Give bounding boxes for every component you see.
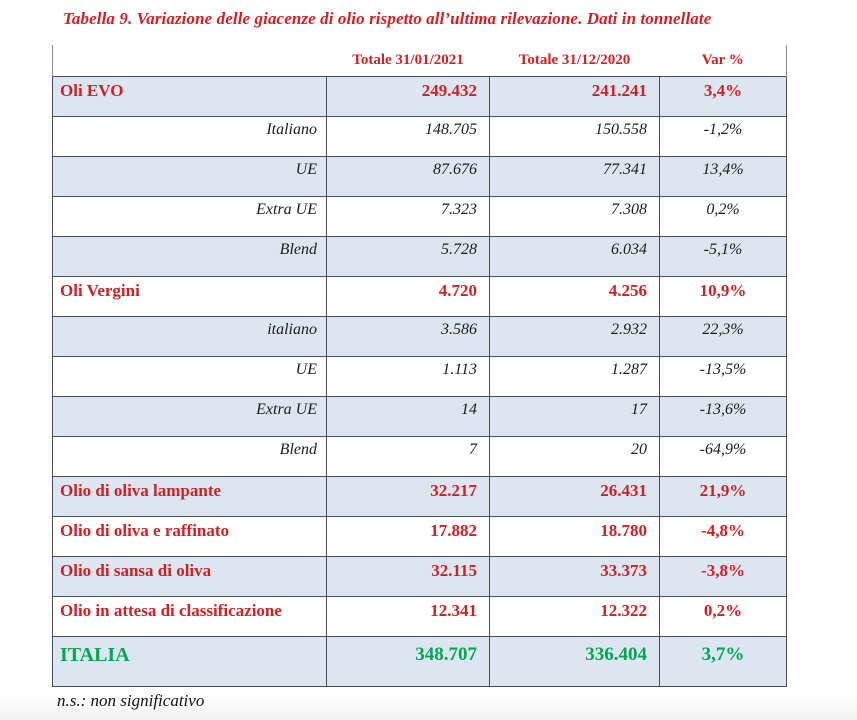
value-2020: 12.322: [489, 595, 660, 637]
footnote: n.s.: non significativo: [57, 691, 205, 710]
variation-percent: -5,1%: [659, 235, 787, 277]
table-row: ITALIA 348.707 336.404 3,7%: [52, 635, 787, 687]
row-label: Olio di oliva lampante: [52, 475, 327, 517]
row-label: Italiano: [52, 115, 327, 157]
value-2021: 17.882: [326, 515, 490, 557]
value-2020: 26.431: [489, 475, 660, 517]
table-header: Totale 31/01/2021 Totale 31/12/2020 Var …: [52, 45, 787, 76]
row-label: ITALIA: [52, 635, 327, 687]
row-label: Extra UE: [52, 195, 327, 237]
header-total-31-01-2021: Totale 31/01/2021: [352, 51, 464, 68]
value-2020: 7.308: [489, 195, 660, 237]
value-2021: 5.728: [326, 235, 490, 277]
table-row: Olio di sansa di oliva 32.115 33.373 -3,8%: [52, 555, 787, 597]
value-2020: 33.373: [489, 555, 660, 597]
variation-percent: -4,8%: [659, 515, 787, 557]
row-label: italiano: [52, 315, 327, 357]
variation-percent: -3,8%: [659, 555, 787, 597]
variation-percent: 22,3%: [659, 315, 787, 357]
row-label: Oli EVO: [52, 75, 327, 117]
variation-percent: -13,6%: [659, 395, 787, 437]
value-2020: 2.932: [489, 315, 660, 357]
row-label: UE: [52, 355, 327, 397]
table-title: Tabella 9. Variazione delle giacenze di …: [63, 9, 712, 28]
value-2020: 20: [489, 435, 660, 477]
header-total-31-12-2020: Totale 31/12/2020: [518, 51, 631, 68]
row-label: Olio di sansa di oliva: [52, 555, 327, 597]
table-row: Olio di oliva e raffinato 17.882 18.780 -4,…: [52, 515, 787, 557]
value-2021: 148.705: [326, 115, 490, 157]
value-2020: 150.558: [489, 115, 660, 157]
oil-stock-table: Totale 31/01/2021 Totale 31/12/2020 Var …: [52, 45, 787, 687]
value-2021: 32.217: [326, 475, 490, 517]
table-row: Olio di oliva lampante 32.217 26.431 21,9%: [52, 475, 787, 517]
table-row: Oli EVO 249.432 241.241 3,4%: [52, 75, 787, 117]
value-2021: 7: [326, 435, 490, 477]
table-row: UE 1.113 1.287 -13,5%: [52, 355, 787, 397]
value-2021: 14: [326, 395, 490, 437]
table-body: Oli EVO 249.432 241.241 3,4% Italiano 148.705…: [52, 75, 787, 687]
row-label: Olio di oliva e raffinato: [52, 515, 327, 557]
value-2021: 348.707: [326, 635, 490, 687]
value-2021: 32.115: [326, 555, 490, 597]
variation-percent: 0,2%: [659, 595, 787, 637]
variation-percent: 10,9%: [659, 275, 787, 317]
table-row: Blend 5.728 6.034 -5,1%: [52, 235, 787, 277]
value-2021: 87.676: [326, 155, 490, 197]
value-2020: 4.256: [489, 275, 660, 317]
variation-percent: -64,9%: [659, 435, 787, 477]
value-2021: 7.323: [326, 195, 490, 237]
value-2021: 12.341: [326, 595, 490, 637]
value-2020: 18.780: [489, 515, 660, 557]
table-row: UE 87.676 77.341 13,4%: [52, 155, 787, 197]
value-2020: 336.404: [489, 635, 660, 687]
table-row: Extra UE 7.323 7.308 0,2%: [52, 195, 787, 237]
row-label: Oli Vergini: [52, 275, 327, 317]
variation-percent: 3,7%: [659, 635, 787, 687]
variation-percent: 21,9%: [659, 475, 787, 517]
table-row: italiano 3.586 2.932 22,3%: [52, 315, 787, 357]
value-2020: 17: [489, 395, 660, 437]
table-row: Blend 7 20 -64,9%: [52, 435, 787, 477]
table-row: Italiano 148.705 150.558 -1,2%: [52, 115, 787, 157]
value-2021: 1.113: [326, 355, 490, 397]
variation-percent: 13,4%: [659, 155, 787, 197]
variation-percent: -13,5%: [659, 355, 787, 397]
value-2021: 3.586: [326, 315, 490, 357]
row-label: Olio in attesa di classificazione: [52, 595, 327, 637]
value-2020: 77.341: [489, 155, 660, 197]
value-2021: 249.432: [326, 75, 490, 117]
table-row: Extra UE 14 17 -13,6%: [52, 395, 787, 437]
value-2021: 4.720: [326, 275, 490, 317]
row-label: Extra UE: [52, 395, 327, 437]
value-2020: 1.287: [489, 355, 660, 397]
header-var-percent: Var %: [659, 45, 787, 76]
row-label: Blend: [52, 235, 327, 277]
row-label: UE: [52, 155, 327, 197]
value-2020: 241.241: [489, 75, 660, 117]
row-label: Blend: [52, 435, 327, 477]
variation-percent: -1,2%: [659, 115, 787, 157]
variation-percent: 3,4%: [659, 75, 787, 117]
header-empty: [52, 45, 327, 76]
table-row: Oli Vergini 4.720 4.256 10,9%: [52, 275, 787, 317]
value-2020: 6.034: [489, 235, 660, 277]
table-row: Olio in attesa di classificazione 12.341 1…: [52, 595, 787, 637]
variation-percent: 0,2%: [659, 195, 787, 237]
